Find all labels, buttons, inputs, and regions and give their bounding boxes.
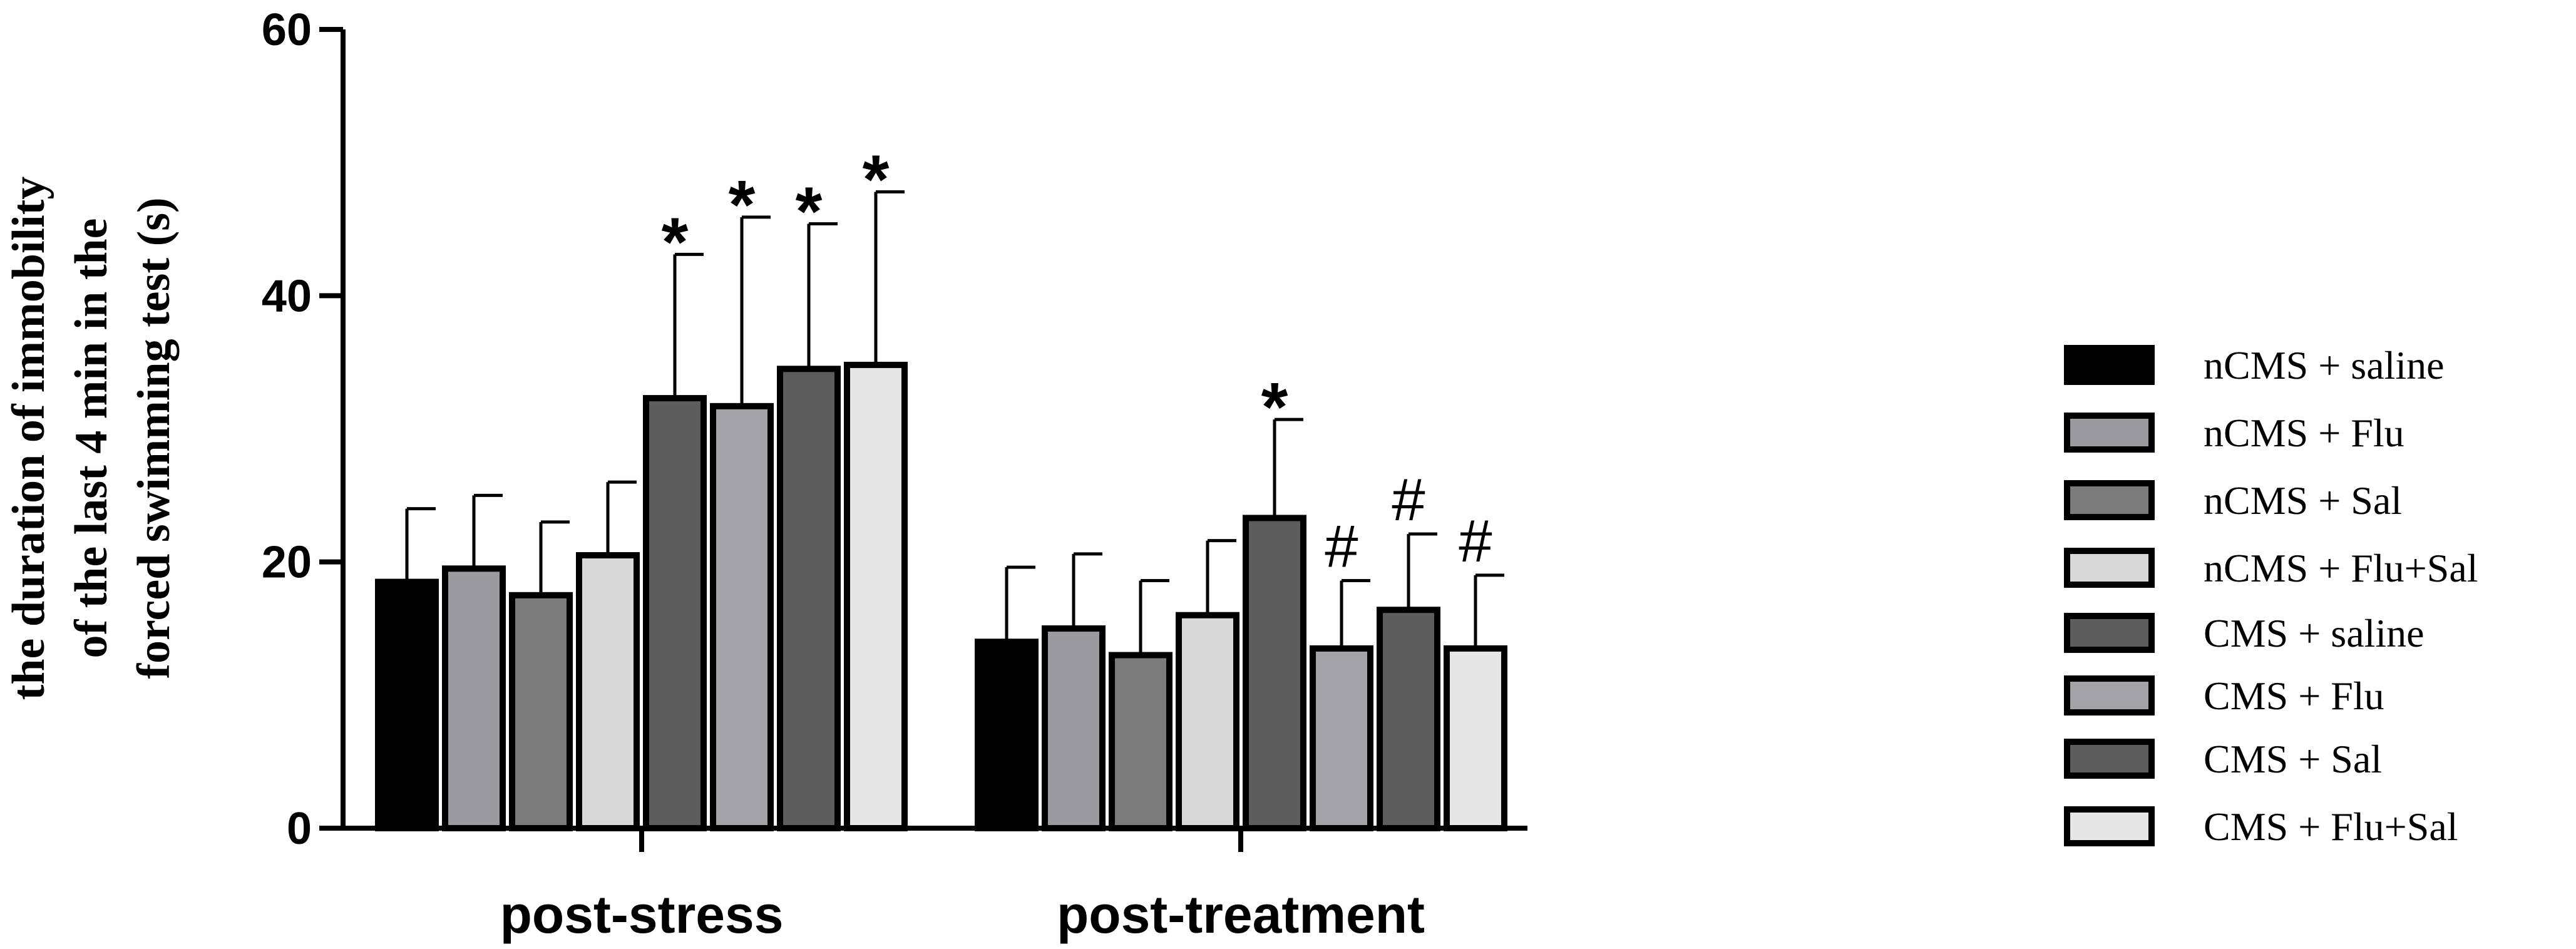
legend-label: CMS + Flu: [2204, 674, 2384, 718]
y-axis-label: the duration of immobility of the last 4 …: [3, 177, 180, 700]
bar: [509, 592, 573, 831]
legend-label: CMS + Sal: [2204, 737, 2382, 781]
significance-marker: #: [1392, 466, 1425, 533]
legend-swatch: [2064, 413, 2155, 453]
bars: * * * # * # * #: [375, 141, 1507, 832]
legend-label: CMS + Flu+Sal: [2204, 804, 2458, 849]
legend-swatch: [2064, 548, 2155, 588]
legend-label: CMS + saline: [2204, 611, 2425, 655]
legend-label: nCMS + Flu+Sal: [2204, 546, 2478, 590]
bar: [442, 565, 506, 831]
legend-swatch: [2064, 613, 2155, 653]
bar: [710, 403, 774, 831]
significance-marker: *: [796, 173, 823, 250]
bar: [1377, 607, 1440, 832]
y-tick-label: 40: [262, 271, 312, 321]
bar: [643, 395, 707, 831]
y-tick-label: 20: [262, 538, 312, 588]
bar: [1310, 645, 1373, 832]
significance-marker: *: [863, 141, 890, 218]
significance-marker: *: [662, 203, 689, 280]
legend-swatch: [2064, 675, 2155, 716]
legend-label: nCMS + Sal: [2204, 478, 2402, 523]
bar: [777, 366, 841, 831]
y-axis-label-line: forced swimming test (s): [128, 197, 180, 679]
significance-marker: *: [729, 167, 756, 244]
y-axis-label-line: of the last 4 min in the: [66, 218, 117, 659]
bar: [1444, 645, 1507, 832]
legend-label: nCMS + saline: [2204, 343, 2445, 387]
bar: [576, 552, 640, 831]
bar: [844, 361, 908, 831]
bar: [1176, 612, 1239, 831]
legend-label: nCMS + Flu: [2204, 411, 2404, 455]
legend-swatch: [2064, 480, 2155, 520]
y-tick-label: 60: [262, 5, 312, 55]
bar: [1109, 652, 1173, 831]
significance-marker: *: [1261, 369, 1288, 446]
legend-swatch: [2064, 806, 2155, 846]
bar: [1042, 625, 1106, 831]
significance-marker: #: [1459, 508, 1492, 575]
y-axis-label-line: the duration of immobility: [3, 177, 54, 700]
significance-marker: #: [1325, 513, 1358, 580]
bar: [975, 639, 1039, 832]
bar: [1243, 515, 1306, 832]
x-tick-label: post-treatment: [1057, 885, 1425, 944]
axes: 0 20 40 60 post-stress post-treatment: [262, 5, 1527, 944]
x-tick-label: post-stress: [500, 885, 784, 944]
y-tick-label: 0: [287, 804, 312, 854]
legend-swatch: [2064, 345, 2155, 385]
legend: nCMS + saline nCMS + Flu nCMS + Sal nCMS + …: [2064, 343, 2478, 849]
legend-swatch: [2064, 739, 2155, 779]
bar: [375, 578, 439, 831]
